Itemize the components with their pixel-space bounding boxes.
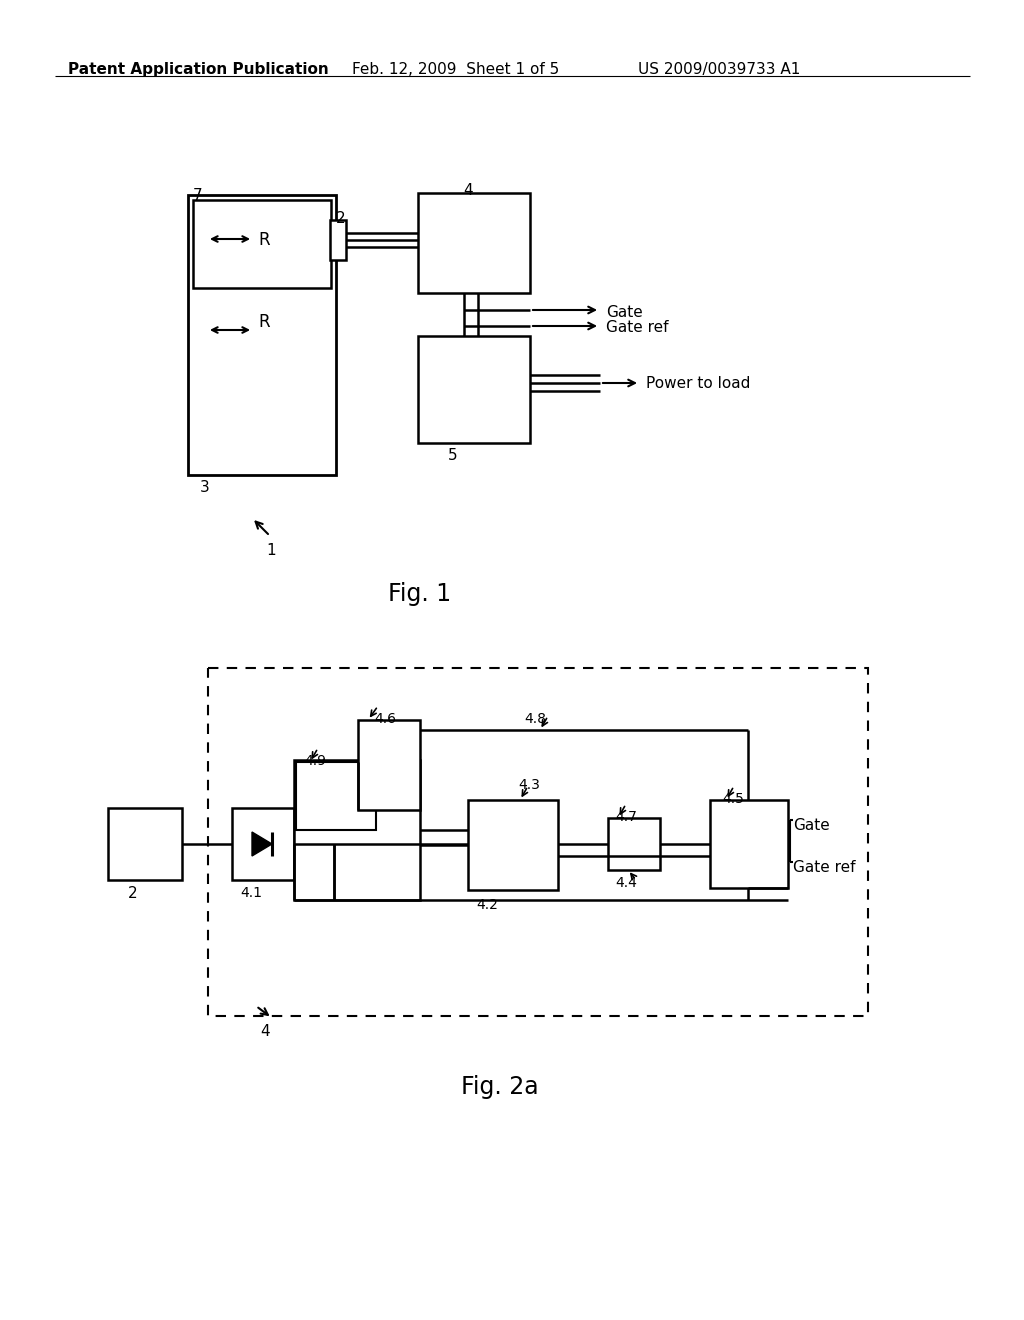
Text: Gate: Gate <box>793 818 829 833</box>
Text: Fig. 2a: Fig. 2a <box>461 1074 539 1100</box>
Text: R: R <box>258 313 269 331</box>
Text: Feb. 12, 2009  Sheet 1 of 5: Feb. 12, 2009 Sheet 1 of 5 <box>352 62 559 77</box>
Text: Gate ref: Gate ref <box>793 861 855 875</box>
Bar <box>710 800 788 888</box>
Text: 2: 2 <box>128 886 137 902</box>
Bar <box>608 818 660 870</box>
Text: 4.6: 4.6 <box>374 711 396 726</box>
Text: 7: 7 <box>193 187 203 203</box>
Text: 4: 4 <box>260 1024 269 1039</box>
Bar <box>294 760 420 900</box>
Text: 4.3: 4.3 <box>518 777 540 792</box>
Bar <box>108 808 182 880</box>
Text: Fig. 1: Fig. 1 <box>388 582 452 606</box>
Text: Gate ref: Gate ref <box>606 319 669 335</box>
Bar <box>193 201 331 288</box>
Text: 3: 3 <box>200 480 210 495</box>
Bar <box>296 762 376 830</box>
Text: US 2009/0039733 A1: US 2009/0039733 A1 <box>638 62 801 77</box>
Text: 4.1: 4.1 <box>240 886 262 900</box>
Bar <box>468 800 558 890</box>
Text: R: R <box>258 231 269 249</box>
Text: Gate: Gate <box>606 305 643 319</box>
Text: 4.2: 4.2 <box>476 898 498 912</box>
Text: Power to load: Power to load <box>646 376 751 391</box>
Bar <box>188 195 336 475</box>
Text: 5: 5 <box>449 447 458 463</box>
Bar <box>208 668 868 1016</box>
Text: 4.9: 4.9 <box>304 754 326 768</box>
Bar <box>418 193 530 293</box>
Text: 2: 2 <box>336 211 346 226</box>
Text: 4.7: 4.7 <box>615 810 637 824</box>
Text: 1: 1 <box>266 543 275 558</box>
Bar <box>330 220 346 260</box>
Bar <box>418 337 530 444</box>
Text: 4.4: 4.4 <box>615 876 637 890</box>
Text: Patent Application Publication: Patent Application Publication <box>68 62 329 77</box>
Text: 4.5: 4.5 <box>722 792 743 807</box>
Text: 4.8: 4.8 <box>524 711 546 726</box>
Bar <box>232 808 294 880</box>
Polygon shape <box>252 832 272 855</box>
Text: 4: 4 <box>463 183 473 198</box>
Bar <box>358 719 420 810</box>
